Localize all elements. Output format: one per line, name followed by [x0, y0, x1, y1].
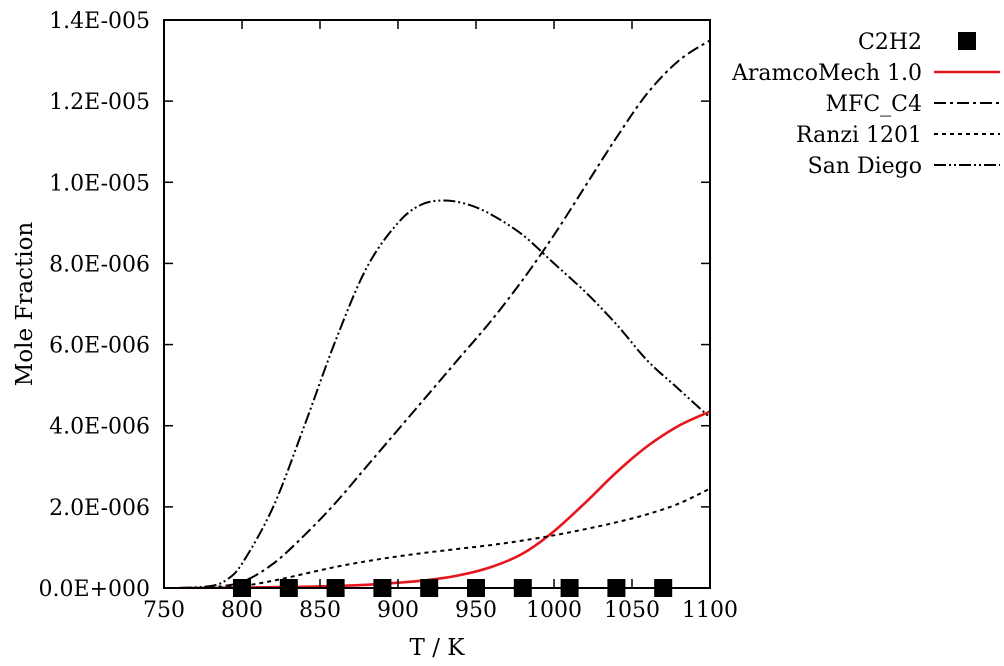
x-tick-label: 850 [299, 598, 341, 623]
legend-label-c2h2: C2H2 [858, 30, 922, 55]
data-point-c2h2 [373, 579, 392, 597]
axis-ticks [163, 19, 711, 589]
legend-swatch-c2h2 [958, 32, 976, 50]
y-tick-label: 1.2E-005 [49, 90, 150, 115]
plot-frame [163, 19, 711, 589]
y-tick-label: 1.0E-005 [49, 171, 150, 196]
series-lines [179, 39, 710, 588]
y-tick-label: 6.0E-006 [49, 334, 150, 359]
data-point-c2h2 [607, 579, 626, 597]
y-axis-title: Mole Fraction [12, 222, 38, 387]
legend-label-san-diego: San Diego [808, 154, 922, 179]
y-tick-label: 2.0E-006 [49, 496, 150, 521]
x-tick-label: 1050 [604, 598, 660, 623]
data-point-c2h2 [279, 579, 298, 597]
x-axis-title: T / K [410, 635, 466, 661]
series-line-san-diego [179, 199, 710, 588]
x-tick-label: 900 [377, 598, 419, 623]
legend-label-aramcomech-1-0: AramcoMech 1.0 [731, 61, 922, 86]
data-point-c2h2 [467, 579, 485, 597]
data-point-c2h2 [513, 579, 532, 597]
series-line-mfc-c4 [179, 39, 710, 588]
legend-label-ranzi-1201: Ranzi 1201 [796, 123, 922, 148]
y-tick-label: 1.4E-005 [49, 9, 150, 34]
legend-label-mfc-c4: MFC_C4 [826, 92, 922, 117]
y-tick-labels: 0.0E+000 2.0E-006 4.0E-006 6.0E-006 8.0E-006… [39, 9, 150, 602]
series-line-ranzi-1201 [179, 487, 710, 588]
legend: C2H2 AramcoMech 1.0 MFC_C4 Ranzi 1201 San Di… [731, 30, 1000, 179]
data-point-c2h2 [420, 579, 439, 597]
data-point-c2h2 [233, 579, 251, 597]
data-point-c2h2 [326, 579, 345, 597]
data-point-c2h2 [654, 579, 673, 597]
x-tick-label: 950 [455, 598, 497, 623]
x-tick-label: 800 [221, 598, 263, 623]
c2h2-markers [233, 579, 673, 597]
x-tick-labels: 750 800 850 900 950 1000 1050 1100 [143, 598, 738, 623]
x-tick-label: 1000 [526, 598, 582, 623]
series-line-aramcomech-1-0 [179, 410, 710, 588]
y-tick-label: 0.0E+000 [39, 577, 150, 602]
x-tick-label: 750 [143, 598, 185, 623]
x-tick-label: 1100 [682, 598, 738, 623]
y-tick-label: 4.0E-006 [49, 415, 150, 440]
data-point-c2h2 [560, 579, 579, 597]
y-tick-label: 8.0E-006 [49, 252, 150, 277]
